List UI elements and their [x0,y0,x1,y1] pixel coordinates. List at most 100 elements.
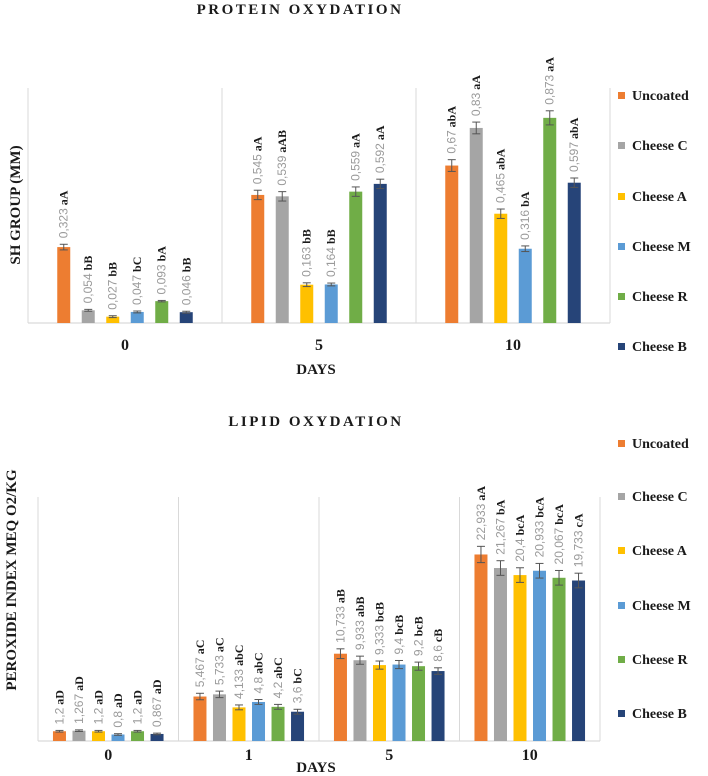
data-label: 0,054 bB [81,256,95,304]
significance-letter: abC [252,652,266,673]
data-value-label: 1,2 [91,707,105,724]
bar [106,316,120,323]
significance-letter: aA [251,136,265,151]
legend-swatch [618,293,625,300]
significance-letter: bB [106,262,120,277]
significance-letter: aC [212,637,226,652]
data-value-label: 0,867 [150,697,164,727]
data-label: 0,539 aAB [275,130,289,186]
significance-letter: aD [150,679,164,694]
bar [52,731,66,741]
significance-letter: bcA [552,504,566,525]
data-label: 1,2 aD [52,690,66,725]
bar [130,311,144,323]
data-value-label: 20,4 [513,538,527,562]
data-value-label: 0,8 [111,711,125,728]
data-value-label: 0,054 [81,273,95,303]
legend-swatch [618,343,625,350]
bar [373,183,387,323]
significance-letter: bcA [533,497,547,518]
x-tick-label: 0 [121,337,129,354]
data-value-label: 1,267 [72,694,86,724]
significance-letter: abB [353,596,367,617]
data-label: 0,545 aA [251,136,265,184]
legend-entry: Cheese R [632,290,688,305]
bar [494,213,508,323]
bar [291,711,305,741]
significance-letter: bC [291,668,305,683]
data-label: 8,6 cB [431,629,445,662]
bar [469,127,483,323]
significance-letter: aD [72,676,86,691]
significance-letter: bA [518,191,532,207]
bar [275,196,289,323]
significance-letter: cA [572,513,586,527]
data-label: 9,4 bcB [392,615,406,655]
data-value-label: 8,6 [431,645,445,662]
significance-letter: aA [373,125,387,140]
significance-letter: abA [445,106,459,128]
data-value-label: 0,093 [155,264,169,294]
data-value-label: 0,539 [275,155,289,185]
x-axis-label: DAYS [296,760,335,776]
bar [431,671,445,741]
data-label: 0,316 bA [518,191,532,240]
legend-swatch [618,193,625,200]
data-value-label: 0,163 [300,246,314,276]
significance-letter: bA [155,246,169,262]
data-label: 0,323 aA [57,190,71,238]
bar [81,310,95,323]
x-tick-label: 5 [385,747,393,764]
legend-entry: Cheese B [632,340,687,355]
data-value-label: 9,2 [412,639,426,656]
data-label: 20,933 bcA [533,497,547,558]
significance-letter: bC [130,257,144,272]
x-tick-label: 0 [104,747,112,764]
data-value-label: 9,933 [353,620,367,650]
data-label: 0,597 abA [567,117,581,172]
legend-entry: Cheese C [632,139,688,154]
data-value-label: 0,465 [494,173,508,203]
data-value-label: 9,4 [392,637,406,654]
bar [131,731,145,741]
data-label: 0,164 bB [324,229,338,277]
bar [493,568,507,741]
data-value-label: 0,597 [567,142,581,172]
significance-letter: abC [232,645,246,666]
data-label: 0,559 aA [349,133,363,181]
significance-letter: aD [91,690,105,705]
data-value-label: 3,6 [291,686,305,703]
bar [333,653,347,741]
x-tick-label: 5 [315,337,323,354]
data-value-label: 0,316 [518,210,532,240]
significance-letter: bA [493,499,507,515]
significance-letter: aA [543,57,557,72]
lipid-oxydation-chart: LIPID OXYDATION PEROXIDE INDEX MEQ O2/KG D… [4,414,691,776]
data-label: 0,67 abA [445,106,459,154]
legend-entry: Cheese M [632,240,691,255]
data-value-label: 0,545 [251,154,265,184]
data-value-label: 0,559 [349,151,363,181]
data-label: 4,8 abC [252,652,266,693]
bar [111,734,125,741]
legend-entry: Cheese C [632,490,688,505]
significance-letter: bB [324,229,338,244]
significance-letter: aA [349,133,363,148]
bar [72,730,86,741]
bar [412,666,426,741]
bar [193,696,207,741]
bar [150,733,164,741]
bar [271,706,285,741]
bar [251,194,265,323]
data-label: 3,6 bC [291,668,305,703]
data-label: 22,933 aA [474,486,488,541]
data-label: 0,163 bB [300,229,314,277]
bar [252,701,266,741]
bar [212,694,226,741]
bar [300,284,314,323]
bar [518,248,532,323]
data-label: 1,2 aD [131,690,145,725]
significance-letter: cB [431,629,445,642]
data-label: 0,093 bA [155,246,169,295]
y-axis-label: SH GROUP (MM) [8,145,24,264]
